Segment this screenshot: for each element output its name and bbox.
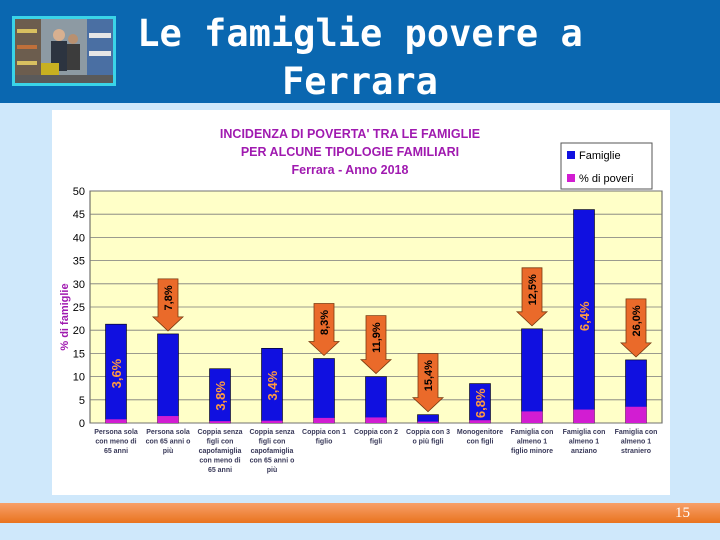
bar-percent-poveri: [573, 409, 595, 423]
x-category-label: Famiglia con: [615, 429, 658, 436]
y-tick-label: 40: [73, 232, 85, 244]
chart-title-line: PER ALCUNE TIPOLOGIE FAMILIARI: [241, 145, 459, 159]
x-category-label: Famiglia con: [563, 429, 606, 436]
bar-famiglie: [365, 376, 387, 424]
x-category-label: capofamiglia: [199, 448, 242, 455]
bar-famiglie: [313, 358, 335, 424]
percent-label-inside: 6,4%: [577, 301, 592, 331]
x-category-label: anziano: [571, 448, 597, 455]
x-category-label: Coppia con 1: [302, 429, 346, 436]
percent-label-arrow: 8,3%: [319, 310, 331, 335]
legend-label: % di poveri: [579, 173, 633, 185]
chart-container: 0 5 10 15 20 25 30 35 40 45 50 % di famiglie INCIDEN…: [52, 110, 670, 495]
page-number: 15: [675, 505, 690, 521]
callout-arrow: [515, 267, 549, 327]
y-axis-label: % di famiglie: [59, 283, 71, 350]
y-tick-label: 10: [73, 372, 85, 384]
x-category-label: almeno 1: [569, 439, 599, 446]
bar-famiglie: [157, 333, 179, 424]
legend-swatch: [567, 151, 575, 159]
x-category-label: almeno 1: [621, 439, 651, 446]
x-category-label: Coppia senza: [197, 429, 242, 436]
x-category-label: Famiglia con: [511, 429, 554, 436]
bar-famiglie: [521, 328, 543, 424]
callout-arrow: [151, 278, 185, 332]
slide-title-line-2: Ferrara: [282, 60, 438, 103]
shopping-photo-thumbnail: [12, 16, 116, 86]
x-category-label: con meno di: [199, 458, 240, 465]
x-category-label: Coppia con 2: [354, 429, 398, 436]
chart-title-line: INCIDENZA DI POVERTA' TRA LE FAMIGLIE: [220, 127, 480, 141]
x-category-label: 65 anni: [208, 467, 232, 474]
x-category-label: figlio minore: [511, 448, 553, 455]
bar-percent-poveri: [105, 419, 127, 423]
y-tick-label: 15: [73, 348, 85, 360]
legend-label: Famiglie: [579, 150, 621, 162]
bar-percent-poveri: [261, 420, 283, 423]
x-category-label: figlio: [316, 439, 333, 446]
y-tick-label: 35: [73, 256, 85, 268]
legend-box: [560, 142, 653, 190]
callout-arrow: [411, 353, 445, 413]
x-category-label: figli: [370, 439, 382, 446]
bar-percent-poveri: [625, 406, 647, 423]
percent-label-inside: 3,8%: [213, 381, 228, 411]
percent-label-arrow: 12,5%: [527, 274, 539, 305]
x-category-label: figli con: [259, 439, 286, 446]
poverty-bar-chart: 0 5 10 15 20 25 30 35 40 45 50 % di famiglie INCIDEN…: [59, 127, 663, 474]
y-tick-label: 50: [73, 186, 85, 198]
x-category-label: con 65 anni o: [146, 439, 191, 446]
store-scene-icon: [15, 19, 113, 83]
percent-label-arrow: 11,9%: [371, 322, 383, 353]
x-category-label: con 65 anni o: [250, 458, 295, 465]
bar-percent-poveri: [521, 411, 543, 423]
percent-label-inside: 6,8%: [473, 388, 488, 418]
percent-label-arrow: 26,0%: [631, 305, 643, 336]
bar-percent-poveri: [313, 417, 335, 423]
bar-percent-poveri: [469, 420, 491, 423]
percent-label-inside: 3,4%: [265, 370, 280, 400]
callout-arrow: [619, 298, 653, 358]
x-category-label: capofamiglia: [251, 448, 294, 455]
percent-label-inside: 3,6%: [109, 358, 124, 388]
bar-percent-poveri: [365, 417, 387, 423]
y-tick-label: 25: [73, 302, 85, 314]
y-tick-label: 30: [73, 279, 85, 291]
bar-percent-poveri: [157, 416, 179, 423]
bar-percent-poveri: [209, 421, 231, 423]
x-category-label: con meno di: [95, 439, 136, 446]
percent-label-arrow: 15,4%: [423, 360, 435, 391]
x-category-label: con figli: [467, 439, 494, 446]
slide-title-line-1: Le famiglie povere a: [137, 12, 583, 55]
y-tick-label: 20: [73, 325, 85, 337]
bar-percent-poveri: [417, 421, 439, 423]
x-category-label: Coppia senza: [249, 429, 294, 436]
x-category-label: Persona sola: [94, 429, 138, 436]
chart-title-line: Ferrara - Anno 2018: [292, 163, 409, 177]
percent-label-arrow: 7,8%: [163, 285, 175, 310]
x-category-label: almeno 1: [517, 439, 547, 446]
y-tick-label: 0: [79, 418, 85, 430]
x-category-label: più: [163, 448, 174, 455]
callout-arrow: [359, 315, 393, 375]
slide-header: Le famiglie povere a Ferrara: [0, 0, 720, 103]
footer-bar: [0, 503, 720, 523]
x-category-label: Persona sola: [146, 429, 190, 436]
x-category-label: Monogenitore: [457, 429, 503, 436]
x-category-label: più: [267, 467, 278, 474]
x-category-label: straniero: [621, 448, 651, 455]
x-category-label: figli con: [207, 439, 234, 446]
legend-swatch: [567, 174, 575, 182]
y-tick-label: 45: [73, 209, 85, 221]
y-tick-label: 5: [79, 395, 85, 407]
callout-arrow: [307, 303, 341, 357]
x-category-label: Coppia con 3: [406, 429, 450, 436]
slide-title: Le famiglie povere a Ferrara: [120, 10, 600, 106]
x-category-label: 65 anni: [104, 448, 128, 455]
x-category-label: o più figli: [412, 439, 443, 446]
